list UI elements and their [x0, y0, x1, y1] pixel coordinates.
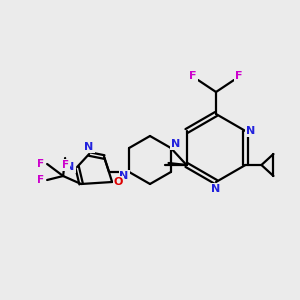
Text: N: N	[65, 162, 75, 172]
Text: N: N	[119, 171, 129, 181]
Text: N: N	[171, 139, 181, 149]
Text: F: F	[189, 71, 197, 81]
Text: F: F	[61, 160, 69, 170]
Text: F: F	[235, 71, 243, 81]
Text: O: O	[113, 177, 123, 187]
Text: F: F	[37, 159, 44, 169]
Text: N: N	[246, 126, 255, 136]
Text: F: F	[37, 175, 44, 185]
Text: N: N	[85, 142, 94, 152]
Text: N: N	[212, 184, 220, 194]
